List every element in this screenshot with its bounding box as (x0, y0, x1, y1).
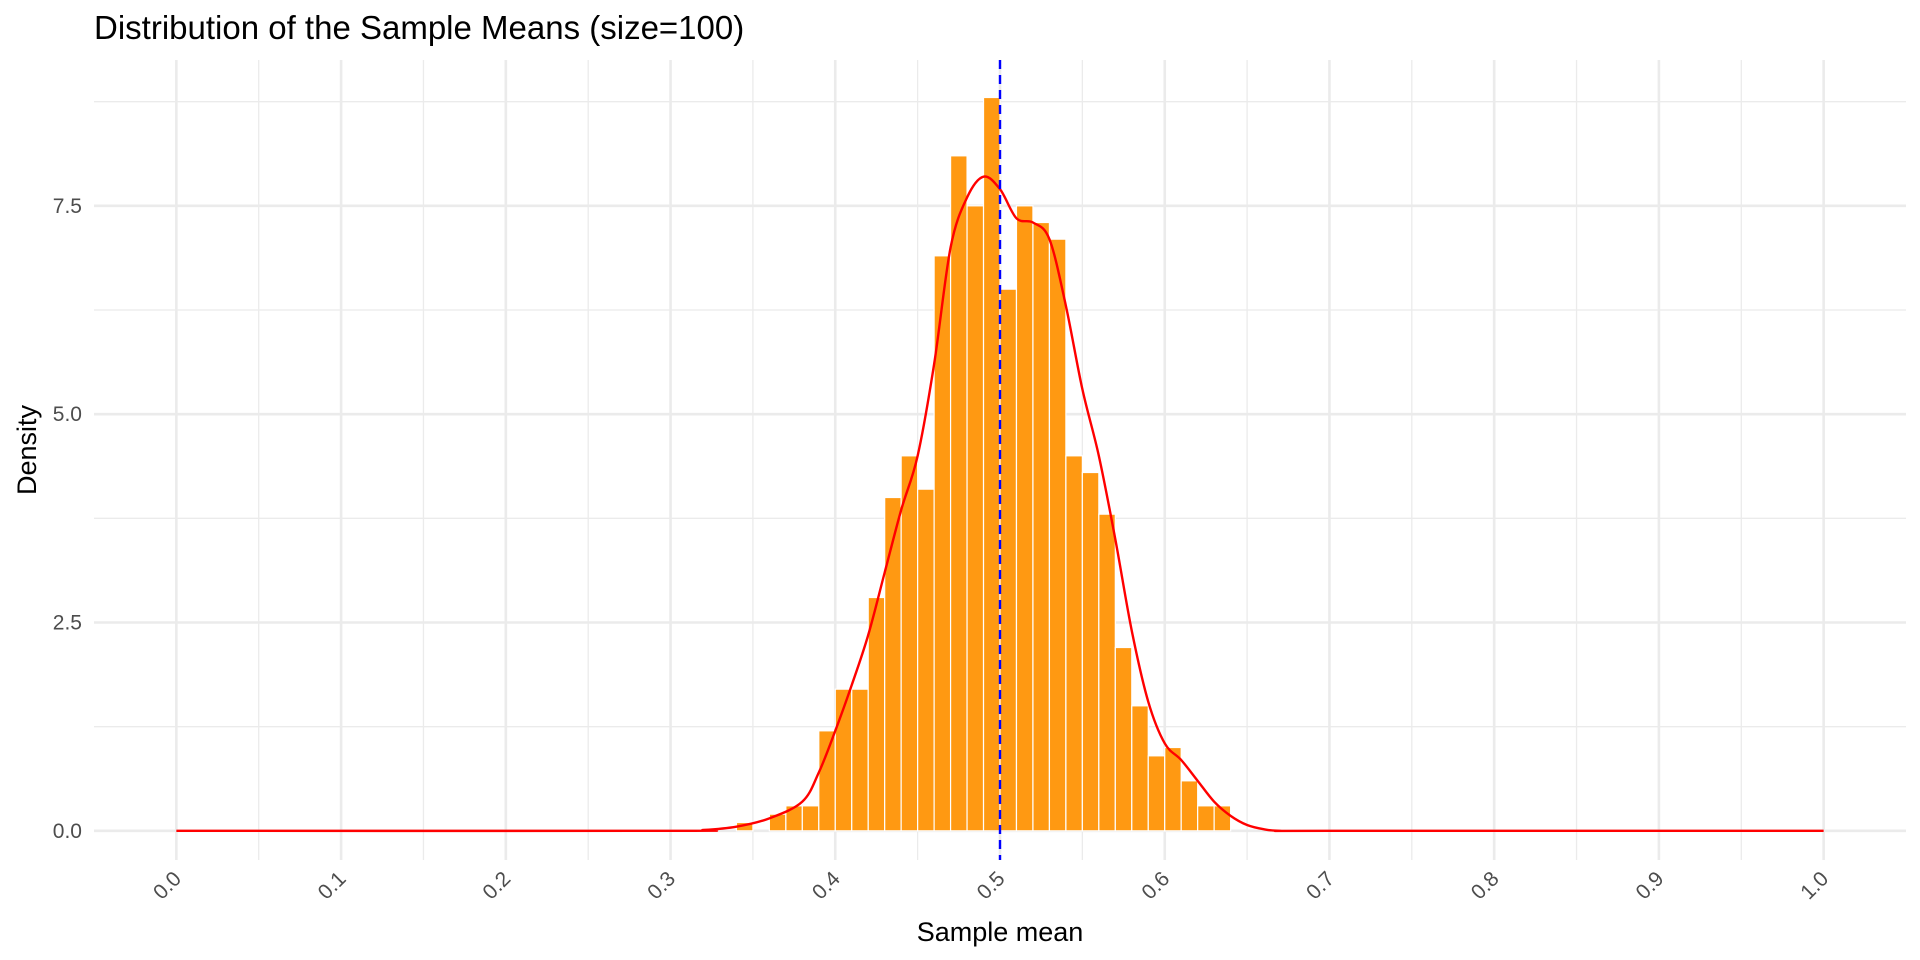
x-tick-label: 0.9 (1632, 867, 1669, 904)
x-tick-label: 0.6 (1137, 867, 1174, 904)
histogram-bar (982, 96, 1001, 832)
x-axis-title: Sample mean (917, 917, 1084, 947)
y-tick-label: 0.0 (53, 820, 82, 843)
histogram-bar (801, 805, 820, 832)
histogram-bar (818, 730, 836, 832)
histogram-bar (1032, 221, 1051, 832)
histogram-bar (949, 155, 968, 832)
histogram-bar (900, 455, 919, 832)
density-curve-group (176, 175, 1824, 833)
x-tick-label: 0.4 (808, 867, 845, 904)
histogram-bar (1081, 471, 1100, 832)
x-tick-label: 0.3 (643, 867, 680, 904)
x-tick-label: 0.2 (478, 867, 515, 904)
y-tick-label: 7.5 (53, 195, 82, 218)
x-tick-label: 0.8 (1467, 867, 1504, 904)
y-axis-ticks: 0.0 2.5 5.0 7.5 (53, 195, 82, 843)
y-axis-title: Density (12, 404, 42, 495)
histogram-bar (867, 596, 886, 832)
histogram-bar (1147, 755, 1166, 832)
histogram-bar (1015, 205, 1034, 832)
x-tick-label: 1.0 (1796, 867, 1833, 904)
histogram-bar (917, 488, 935, 832)
density-curve (176, 175, 1824, 833)
x-tick-label: 0.5 (973, 867, 1010, 904)
histogram-bar (1065, 455, 1083, 832)
x-axis-ticks: 0.0 0.1 0.2 0.3 0.4 0.5 0.6 0.7 0.8 0.9 1.0 (149, 867, 1833, 904)
histogram-bar (1098, 513, 1116, 832)
histogram-bar (1164, 746, 1182, 832)
histogram-bar (851, 688, 869, 832)
histogram-bar (999, 288, 1018, 832)
x-tick-label: 0.1 (314, 867, 351, 904)
histogram-bar (966, 205, 985, 832)
x-tick-label: 0.7 (1302, 867, 1339, 904)
y-tick-label: 5.0 (53, 403, 82, 426)
chart-title: Distribution of the Sample Means (size=1… (94, 9, 744, 46)
y-tick-label: 2.5 (53, 612, 82, 635)
histogram-bars (735, 96, 1232, 832)
histogram-bar (1048, 238, 1067, 832)
x-tick-label: 0.0 (149, 867, 186, 904)
histogram-bar (1114, 646, 1133, 832)
histogram-bar (884, 496, 902, 832)
histogram-bar (1197, 805, 1215, 832)
histogram-bar (1180, 780, 1199, 832)
histogram-bar (1131, 705, 1149, 832)
